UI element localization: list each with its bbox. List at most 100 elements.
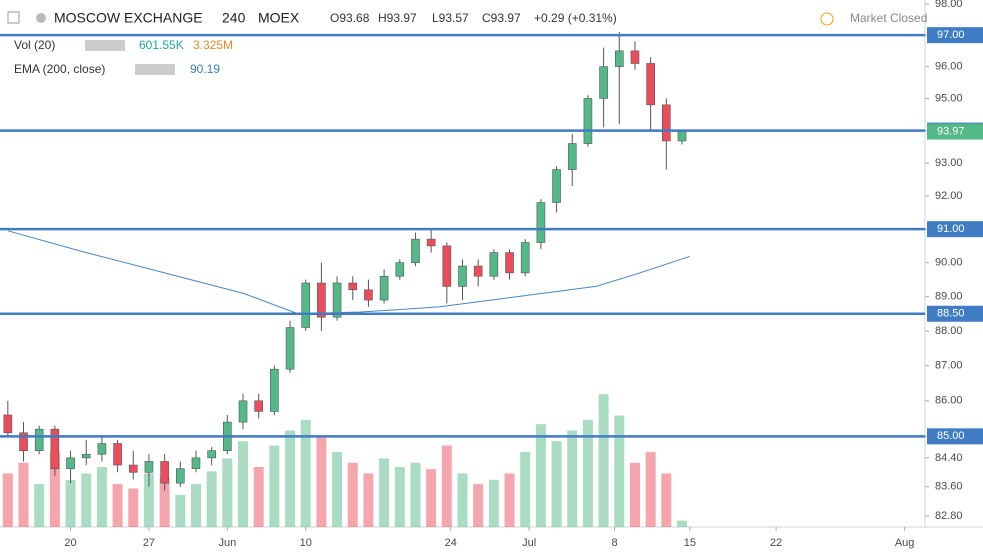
last-price-box	[927, 123, 983, 140]
candle-body	[662, 104, 671, 142]
volume-bar	[645, 452, 656, 527]
level-label-box	[927, 221, 983, 238]
volume-bar	[488, 479, 499, 527]
level-label: 91.00	[937, 223, 965, 235]
indicator-name[interactable]: Vol (20)	[14, 38, 55, 52]
volume-bar	[614, 415, 625, 527]
volume-bar	[629, 462, 640, 527]
y-tick-label: 93.00	[935, 157, 963, 169]
volume-bar	[206, 471, 217, 527]
volume-bar	[598, 394, 609, 527]
candle-body	[175, 468, 185, 484]
volume-bar	[96, 467, 107, 527]
candle-body	[677, 131, 687, 142]
volume-bar	[128, 488, 139, 527]
y-tick-label: 90.00	[935, 257, 963, 269]
candle-body	[160, 461, 169, 484]
candle-body	[395, 262, 405, 277]
level-label: 97.00	[937, 29, 965, 41]
y-tick-label: 84.40	[935, 452, 963, 464]
volume-bar	[143, 473, 154, 527]
candle-body	[238, 400, 248, 423]
x-tick-label: 10	[300, 537, 312, 549]
candle-body	[128, 464, 138, 473]
volume-bar	[112, 484, 123, 527]
volume-bar	[551, 441, 562, 527]
volume-bar	[379, 458, 390, 527]
candle-body	[254, 400, 263, 412]
candle-body	[567, 143, 577, 170]
volume-bar	[410, 462, 421, 527]
candle-body	[270, 368, 279, 412]
level-label-box	[927, 305, 983, 322]
x-tick-label: Jun	[218, 537, 236, 549]
candle-body	[50, 428, 60, 469]
change: +0.29 (+0.31%)	[534, 11, 617, 25]
candle-body	[317, 282, 326, 318]
candle-body	[301, 282, 311, 328]
candle-body	[583, 98, 593, 144]
indicator-buttons[interactable]	[135, 64, 175, 75]
volume-bar	[426, 469, 437, 527]
candle-body	[426, 238, 436, 247]
volume-bar	[159, 477, 170, 527]
volume-bar	[253, 467, 264, 527]
indicator-value: 3.325M	[193, 38, 233, 52]
candle-body	[19, 432, 28, 451]
volume-bar	[316, 437, 327, 527]
candle-body	[66, 457, 75, 469]
candle-body	[458, 265, 467, 287]
x-tick-label: 22	[770, 537, 782, 549]
candle-body	[473, 265, 483, 277]
candle-body	[552, 169, 561, 203]
warning-icon	[820, 12, 834, 26]
volume-bar	[394, 467, 405, 527]
interval: 240	[222, 10, 246, 26]
level-label-box	[927, 27, 983, 44]
x-tick-label: Jul	[522, 537, 536, 549]
last-price-label: 93.97	[937, 125, 965, 137]
volume-bar	[504, 473, 515, 527]
volume-bar	[473, 484, 484, 527]
volume-bar	[2, 473, 13, 527]
volume-bar	[300, 419, 311, 527]
x-tick-label: 24	[445, 537, 457, 549]
candle-body	[614, 50, 624, 67]
volume-bar	[285, 430, 296, 527]
volume-bar	[520, 452, 531, 527]
indicator-name[interactable]: EMA (200, close)	[14, 62, 105, 76]
volume-bar	[238, 441, 249, 527]
y-tick-label: 86.00	[935, 395, 963, 407]
candle-body	[505, 252, 514, 274]
collapse-icon[interactable]	[7, 11, 20, 24]
level-label: 88.50	[937, 308, 965, 320]
candle-body	[3, 414, 13, 434]
candle-body	[144, 461, 154, 473]
volume-bar	[441, 445, 452, 527]
exchange: MOEX	[258, 10, 300, 26]
volume-bar	[49, 452, 60, 527]
symbol-icon	[36, 13, 46, 23]
y-tick-label: 92.00	[935, 190, 963, 202]
candle-body	[348, 282, 358, 291]
volume-bar	[363, 473, 374, 527]
close: C93.97	[482, 11, 521, 25]
x-tick-label: Aug	[895, 537, 915, 549]
x-tick-label: 15	[684, 537, 696, 549]
candle-body	[442, 245, 452, 287]
open: O93.68	[330, 11, 370, 25]
volume-bar	[18, 462, 29, 527]
symbol: MOSCOW EXCHANGE	[54, 10, 203, 26]
volume-bar	[34, 484, 45, 527]
volume-bar	[535, 424, 546, 527]
level-label-box	[927, 428, 983, 445]
candle-body	[191, 457, 201, 469]
candle-body	[207, 450, 216, 459]
y-tick-label: 89.00	[935, 291, 963, 303]
indicator-buttons[interactable]	[85, 40, 125, 51]
candle-body	[630, 50, 640, 64]
volume-bar	[81, 473, 92, 527]
indicator-value: 90.19	[190, 62, 220, 76]
y-tick-label: 82.80	[935, 510, 963, 522]
header: MOSCOW EXCHANGE 240 MOEX O93.68 H93.97 L…	[7, 10, 927, 76]
